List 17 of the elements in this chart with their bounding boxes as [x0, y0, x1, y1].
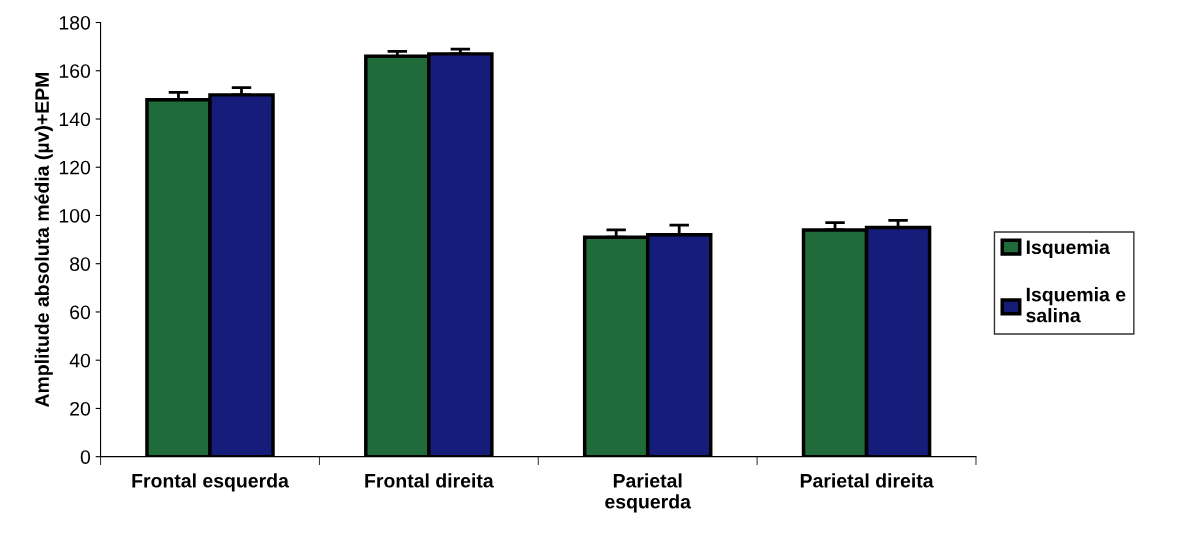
y-tick-label: 0 — [80, 450, 91, 464]
y-tick-label: 80 — [70, 257, 91, 271]
legend-label: Isquemia e salina — [1026, 287, 1126, 323]
legend-label: Isquemia — [1026, 239, 1110, 258]
y-tick-label: 120 — [59, 160, 91, 175]
y-tick-label: 20 — [70, 401, 91, 416]
y-tick-label: 140 — [59, 112, 91, 127]
y-tick-label: 160 — [59, 64, 91, 78]
y-tick-label: 40 — [69, 353, 91, 368]
y-tick-label: 60 — [70, 305, 91, 320]
x-tick-label: Parietal direita — [800, 473, 934, 488]
y-axis-title: Amplitude absoluta média (µv)+EPM — [34, 72, 53, 408]
y-tick-label: 100 — [59, 208, 91, 223]
x-tick-label: Parietal esquerda — [605, 473, 692, 513]
x-tick-label: Frontal direita — [365, 473, 494, 488]
x-tick-label: Frontal esquerda — [132, 473, 289, 492]
y-tick-label: 180 — [59, 15, 91, 30]
